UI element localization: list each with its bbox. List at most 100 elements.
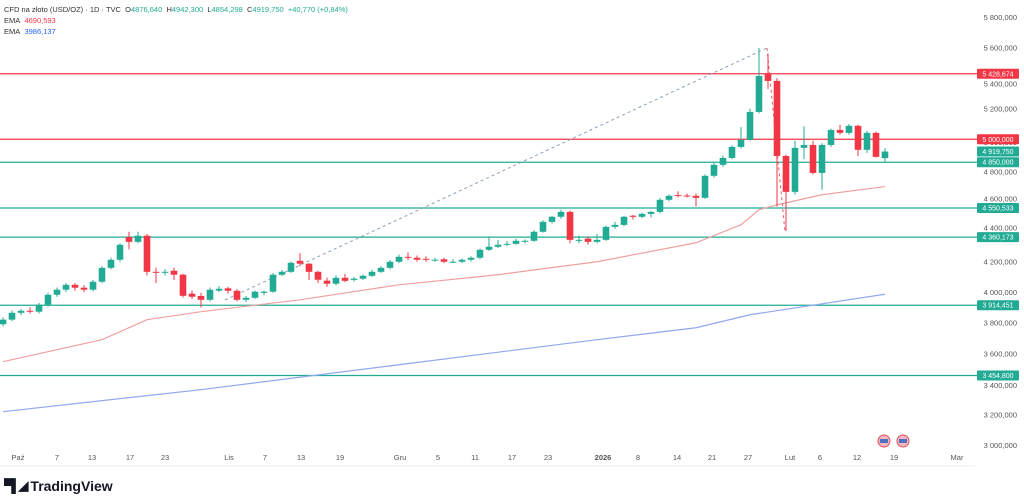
candle-body [629,215,637,217]
trend-line-drawing[interactable] [224,47,786,301]
candle-body [755,76,763,112]
candle [611,221,619,229]
candle [377,266,385,274]
candle [836,124,844,135]
x-tick-label: 13 [297,453,305,462]
candle [683,193,691,198]
candle [170,267,178,280]
candle-body [863,132,871,150]
candle [71,282,79,291]
price-level-tag [977,134,1019,145]
x-tick-label: Paź [12,453,25,462]
candle-body [386,261,394,268]
ema-fast-row[interactable]: EMA 4690,593 [4,16,56,25]
candle-body [341,277,349,281]
candle-body [179,274,187,296]
candle [413,255,421,262]
candle-body [872,132,880,157]
candle-body [647,211,655,214]
candle [224,286,232,294]
candle-body [494,244,502,247]
candle-body [620,216,628,225]
x-tick-label: Mar [951,453,964,462]
price-level-tag [977,157,1019,168]
candle [143,234,151,276]
candle-body [152,271,160,273]
tradingview-logo[interactable]: ▀▌◢ TradingView [4,478,113,494]
candle-body [845,125,853,133]
x-tick-label: 21 [708,453,716,462]
price-level-tag [977,202,1019,213]
candle-body [638,213,646,217]
ema-fast-value: 4690,593 [24,16,56,25]
candle-body [134,235,142,242]
candle [881,148,889,162]
x-tick-label: 19 [336,453,344,462]
candle [557,209,565,219]
candle [656,198,664,214]
candle [845,124,853,135]
y-tick-label: 4 000,000 [984,288,1017,297]
candle-body [251,291,259,298]
candle-body [413,257,421,260]
y-tick-label: 4 800,000 [984,168,1017,177]
candle-body [44,294,52,305]
event-flag-icon[interactable] [877,434,891,448]
candle-body [503,243,511,245]
x-tick-label: 13 [88,453,96,462]
candle-body [314,271,322,280]
candle [116,243,124,262]
candle [431,257,439,262]
candle [44,292,52,307]
candle [818,143,826,190]
price-level-label: 3 914,451 [982,303,1013,310]
symbol-row: CFD na złoto (USD/OZ) · 1D · TVC O4876,6… [4,5,348,14]
candle [629,214,637,220]
candle [584,236,592,245]
last-price-tag [977,146,1019,157]
y-tick-label: 3 000,000 [984,441,1017,450]
candle-body [89,281,97,290]
candle-body [818,144,826,173]
candle [332,275,340,286]
candle [242,295,250,303]
candle [440,257,448,264]
candle [386,260,394,270]
candle-body [431,259,439,261]
candle [8,310,16,322]
ema-slow-row[interactable]: EMA 3986,137 [4,27,56,36]
candle [179,273,187,298]
x-tick-label: 8 [636,453,640,462]
candle-body [35,304,43,312]
candle-body [782,155,790,192]
candle-body [98,267,106,282]
candle-body [350,278,358,280]
change-value: +40,770 (+0,84%) [287,5,348,14]
candle-body [440,259,448,262]
candle-body [611,224,619,227]
candle-body [80,287,88,290]
symbol-title[interactable]: CFD na złoto (USD/OZ) · 1D · TVC [4,5,121,14]
candle [485,237,493,251]
x-tick-label: 7 [55,453,59,462]
candle [593,234,601,244]
y-tick-label: 4 200,000 [984,258,1017,267]
open-value: 4876,640 [130,5,163,14]
candle [188,290,196,300]
candle [17,308,25,316]
candle-body [800,144,808,148]
candle-body [188,293,196,297]
candle [476,248,484,260]
candle-body [674,195,682,197]
x-tick-label: 23 [544,453,552,462]
candle [755,48,763,114]
candle-body [557,211,565,217]
price-chart[interactable]: 5 800,000 5 600,000 5 400,000 5 200,000 5 00… [0,0,1024,470]
event-flag-icon[interactable] [896,434,910,448]
candle [296,253,304,267]
candle-body [278,271,286,275]
price-level-label: 5 428,674 [982,71,1013,78]
candle [548,215,556,224]
candle-body [710,164,718,176]
candle [719,155,727,167]
